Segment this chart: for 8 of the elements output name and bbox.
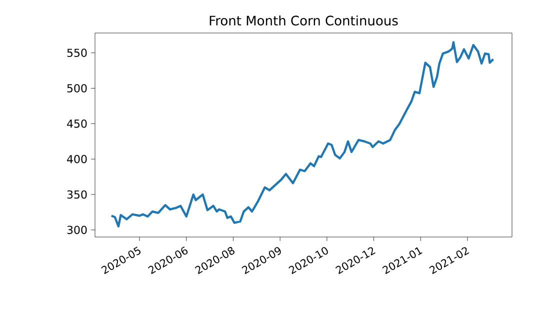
y-tick-label: 550: [67, 48, 87, 57]
y-tick-label: 450: [67, 119, 87, 128]
y-tick-label: 400: [67, 154, 87, 164]
y-tick-label: 300: [67, 226, 87, 234]
y-tick-label: 350: [67, 190, 87, 199]
chart-title: Front Month Corn Continuous: [210, 15, 398, 26]
y-tick-label: 500: [67, 84, 87, 92]
line-series: [110, 41, 494, 228]
